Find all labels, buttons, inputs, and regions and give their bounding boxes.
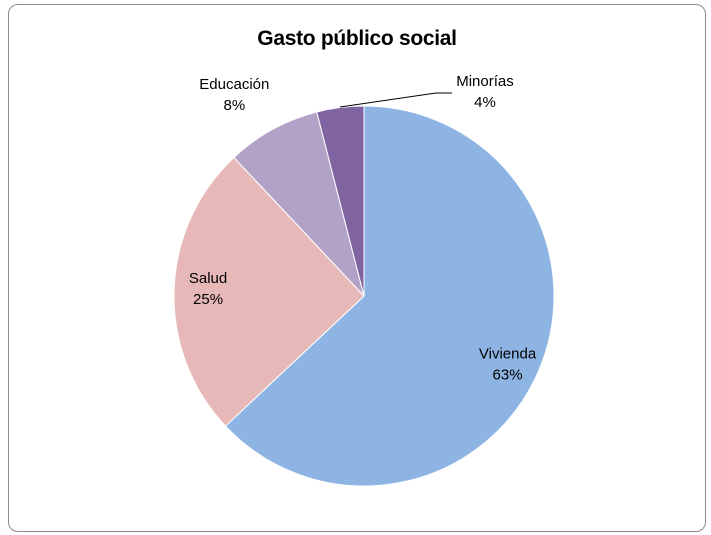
pie-slices bbox=[173, 105, 555, 487]
slice-label-salud: Salud bbox=[189, 270, 227, 287]
slice-percent-educacion: 8% bbox=[223, 97, 245, 114]
leader-lines bbox=[339, 92, 452, 108]
slice-percent-minorias: 4% bbox=[474, 94, 496, 111]
pie-slice-educacion bbox=[233, 111, 365, 297]
slice-label-educacion: Educación bbox=[199, 76, 269, 93]
slice-label-minorias: Minorías bbox=[456, 73, 514, 90]
slice-labels: Vivienda 63% Salud 25% Educación 8% Minorías 4% bbox=[189, 73, 537, 383]
pie-slice-minorias bbox=[316, 105, 365, 297]
slice-percent-vivienda: 63% bbox=[493, 366, 523, 383]
pie-slice-vivienda bbox=[224, 105, 555, 487]
pie-slice-salud bbox=[173, 156, 365, 427]
chart-title: Gasto público social bbox=[257, 27, 457, 50]
slice-label-vivienda: Vivienda bbox=[479, 345, 537, 362]
slice-percent-salud: 25% bbox=[193, 291, 223, 308]
leader-line-minorias bbox=[339, 92, 452, 108]
